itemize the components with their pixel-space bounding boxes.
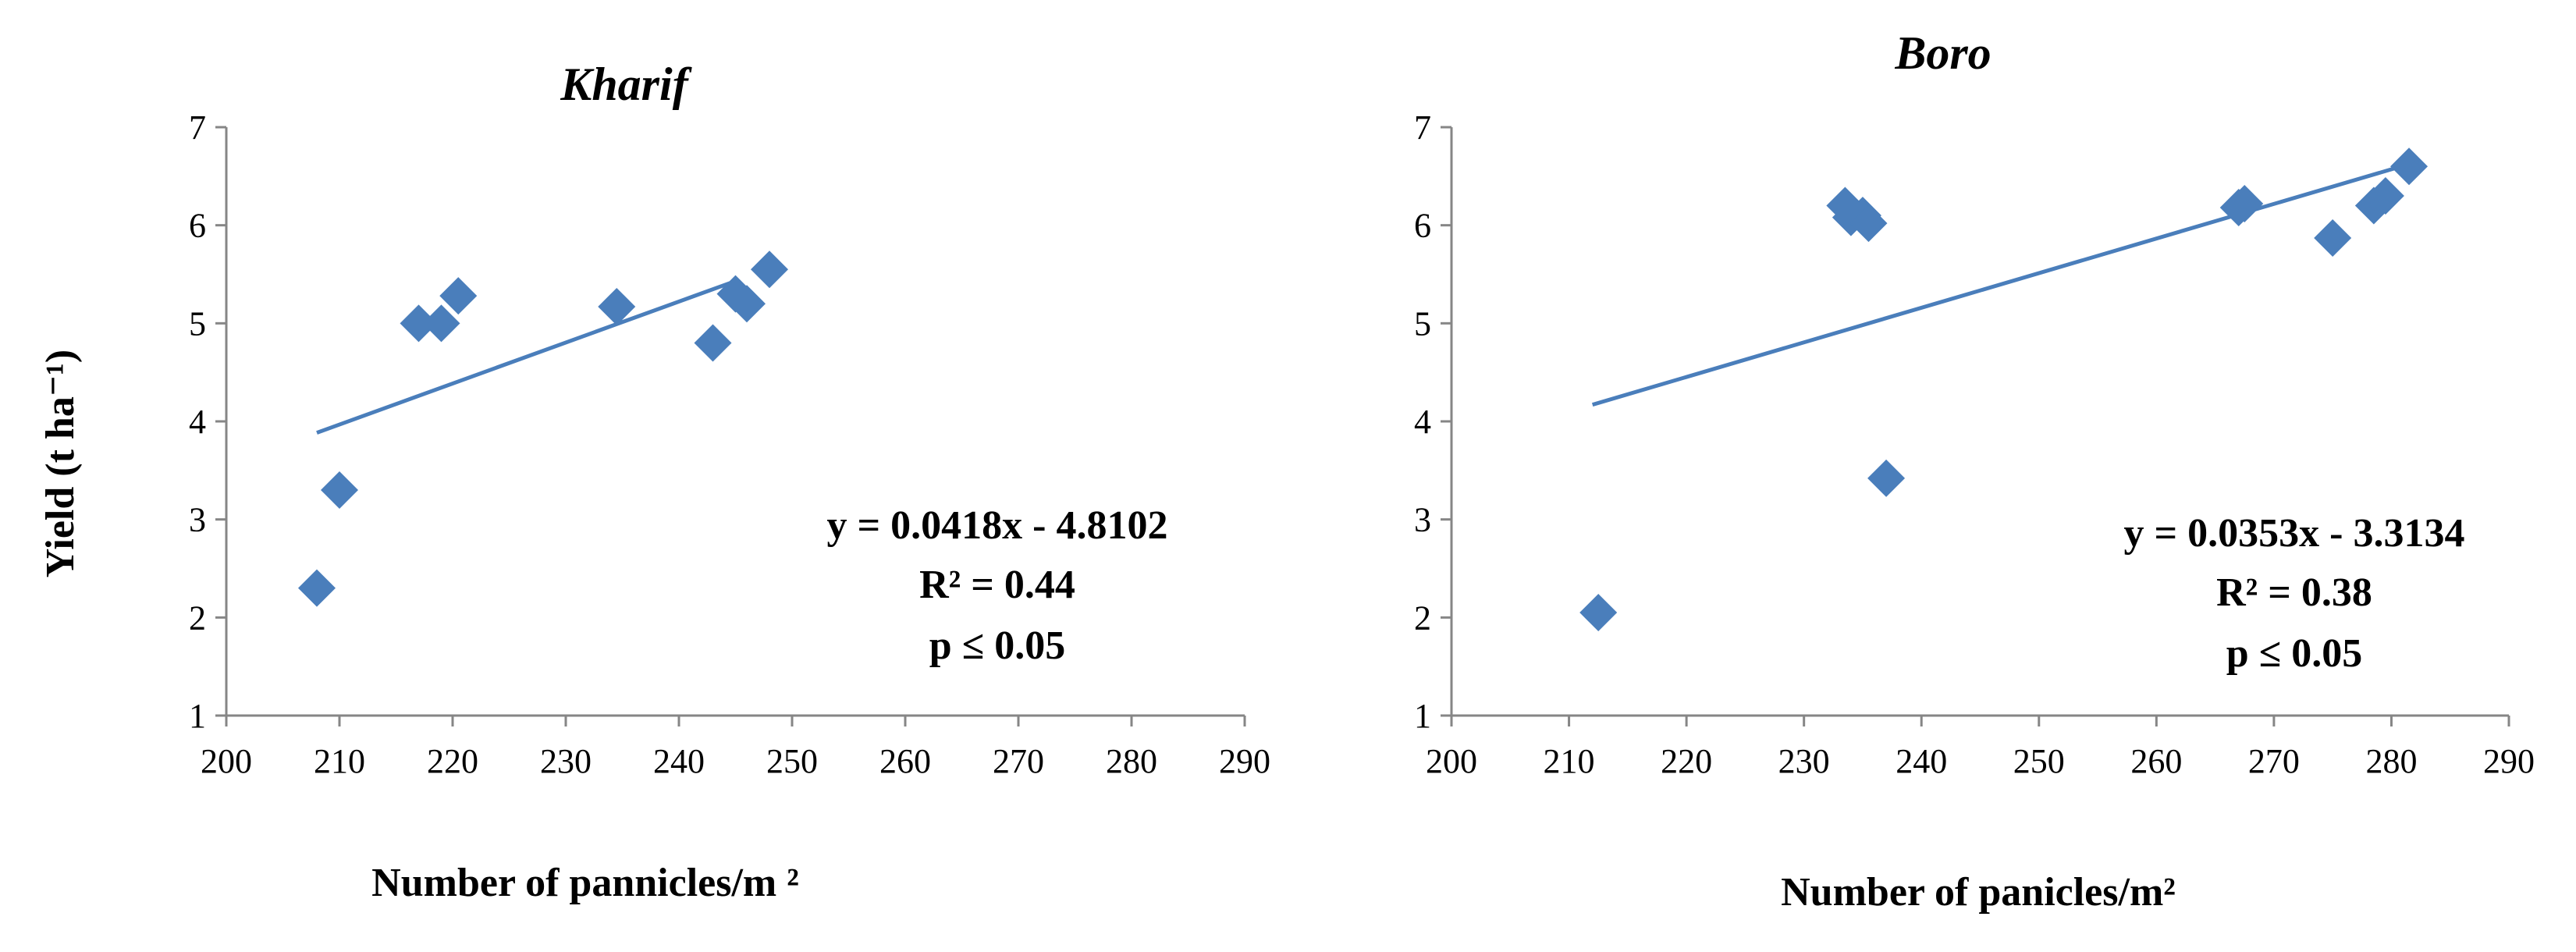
kharif-y-tick-label: 3	[189, 501, 206, 539]
kharif-data-point	[400, 304, 438, 343]
boro-data-point	[2390, 147, 2429, 186]
kharif-y-tick-label: 1	[189, 697, 206, 735]
boro-x-tick-label: 200	[1426, 742, 1477, 780]
kharif-x-axis-label: Number of pannicles/m ²	[371, 861, 799, 905]
boro-x-tick-label: 210	[1544, 742, 1595, 780]
boro-y-tick-label: 3	[1414, 501, 1431, 539]
boro-data-point	[2366, 176, 2404, 215]
boro-chart: Boro Number of panicles/m² 1 2 3 4 5 6 7 200 210…	[1414, 27, 2535, 915]
kharif-x-tick-label: 230	[540, 742, 592, 780]
boro-data-point	[1867, 459, 1906, 497]
boro-x-axis-label: Number of panicles/m²	[1781, 870, 2176, 915]
kharif-data-point	[422, 304, 460, 343]
kharif-equation-label: y = 0.0418x - 4.8102	[827, 503, 1168, 548]
kharif-axes	[225, 127, 1245, 717]
kharif-data-point	[439, 277, 478, 315]
kharif-x-tick-label: 210	[314, 742, 365, 780]
kharif-data-point	[694, 324, 732, 362]
boro-equation-label: y = 0.0353x - 3.3134	[2124, 511, 2465, 556]
kharif-x-tick-label: 260	[879, 742, 931, 780]
boro-data-point	[1579, 594, 1618, 632]
boro-trendline	[1591, 164, 2404, 407]
boro-regression-annotation: y = 0.0353x - 3.3134 R² = 0.38 p ≤ 0.05	[2124, 511, 2465, 676]
boro-axes	[1450, 127, 2509, 717]
boro-ticks: 1 2 3 4 5 6 7 200 210 220 230 240 250 260 270 280 290	[1414, 108, 2535, 780]
kharif-trendline-group	[316, 279, 737, 435]
boro-x-tick-label: 220	[1661, 742, 1712, 780]
kharif-x-tick-label: 270	[993, 742, 1044, 780]
kharif-ticks: 1 2 3 4 5 6 7 200 210 220 230 240 250 260 270 280 290	[189, 108, 1270, 780]
boro-chart-title: Boro	[1894, 27, 1991, 79]
kharif-chart-title: Kharif	[560, 59, 691, 110]
boro-x-tick-label: 260	[2130, 742, 2182, 780]
boro-y-tick-label: 1	[1414, 697, 1431, 735]
boro-x-tick-label: 270	[2248, 742, 2300, 780]
kharif-data-point	[728, 285, 766, 323]
kharif-data-point	[298, 569, 336, 607]
kharif-data-point	[751, 250, 788, 289]
kharif-y-tick-label: 5	[189, 304, 206, 343]
kharif-points	[298, 250, 788, 607]
boro-trendline-group	[1591, 164, 2404, 407]
kharif-chart: Kharif Yield (t ha⁻¹) Number of pannicle…	[38, 59, 1270, 905]
boro-p-value-label: p ≤ 0.05	[2226, 631, 2362, 676]
boro-x-tick-label: 240	[1896, 742, 1947, 780]
kharif-x-tick-label: 280	[1106, 742, 1157, 780]
kharif-x-tick-label: 250	[766, 742, 818, 780]
boro-x-tick-label: 280	[2365, 742, 2417, 780]
kharif-y-tick-label: 7	[189, 108, 206, 147]
boro-y-tick-label: 5	[1414, 304, 1431, 343]
kharif-r-squared-label: R² = 0.44	[919, 563, 1075, 607]
boro-y-tick-label: 7	[1414, 108, 1431, 147]
kharif-y-tick-label: 2	[189, 599, 206, 637]
kharif-y-tick-label: 6	[189, 207, 206, 245]
kharif-regression-annotation: y = 0.0418x - 4.8102 R² = 0.44 p ≤ 0.05	[827, 503, 1168, 668]
boro-y-tick-label: 6	[1414, 207, 1431, 245]
kharif-x-tick-label: 290	[1219, 742, 1270, 780]
kharif-y-axis-label: Yield (t ha⁻¹)	[38, 350, 83, 577]
boro-x-tick-label: 230	[1778, 742, 1830, 780]
boro-r-squared-label: R² = 0.38	[2216, 570, 2372, 615]
kharif-trendline	[316, 279, 737, 435]
boro-data-point	[2226, 185, 2264, 223]
kharif-x-tick-label: 220	[427, 742, 478, 780]
boro-y-tick-label: 2	[1414, 599, 1431, 637]
boro-x-tick-label: 250	[2013, 742, 2065, 780]
kharif-x-tick-label: 240	[653, 742, 705, 780]
kharif-p-value-label: p ≤ 0.05	[929, 623, 1065, 668]
kharif-data-point	[598, 287, 636, 325]
boro-x-tick-label: 290	[2483, 742, 2535, 780]
kharif-x-tick-label: 200	[201, 742, 252, 780]
kharif-data-point	[321, 471, 358, 509]
boro-y-tick-label: 4	[1414, 403, 1431, 441]
boro-points	[1579, 147, 2429, 632]
boro-data-point	[2314, 219, 2352, 258]
kharif-y-tick-label: 4	[189, 403, 206, 441]
boro-data-point	[1849, 204, 1888, 243]
